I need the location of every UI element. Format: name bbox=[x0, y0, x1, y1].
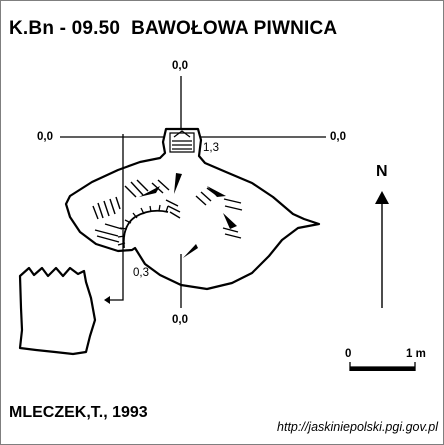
entrance-box bbox=[169, 132, 195, 153]
profile-marker-arrow bbox=[104, 296, 110, 304]
slope-arrows bbox=[139, 173, 237, 258]
side-chamber-outline bbox=[18, 266, 97, 356]
section-label-left: 0,0 bbox=[37, 131, 53, 143]
step-ticks bbox=[117, 204, 169, 246]
slope-hatching bbox=[92, 179, 243, 243]
cave-outline bbox=[64, 127, 321, 291]
scale-bar bbox=[349, 362, 416, 371]
section-label-right: 0,0 bbox=[330, 131, 346, 143]
entrance-hatch bbox=[172, 130, 192, 150]
inner-step-arc bbox=[122, 209, 169, 249]
north-label: N bbox=[376, 163, 388, 180]
height-label-lower: 0,3 bbox=[133, 267, 149, 279]
north-arrow-head bbox=[375, 191, 389, 204]
map-title: K.Bn - 09.50 BAWOŁOWA PIWNICA bbox=[9, 18, 338, 39]
source-link[interactable]: http://jaskiniepolski.pgi.gov.pl bbox=[277, 420, 438, 434]
section-label-bottom: 0,0 bbox=[172, 314, 188, 326]
section-label-top: 0,0 bbox=[172, 60, 188, 72]
scale-zero-label: 0 bbox=[345, 348, 352, 360]
scale-end-label: 1 m bbox=[406, 348, 426, 360]
author-credit: MLECZEK,T., 1993 bbox=[9, 404, 148, 421]
height-label-entrance: 1,3 bbox=[203, 142, 219, 154]
profile-marker-line bbox=[106, 134, 124, 301]
